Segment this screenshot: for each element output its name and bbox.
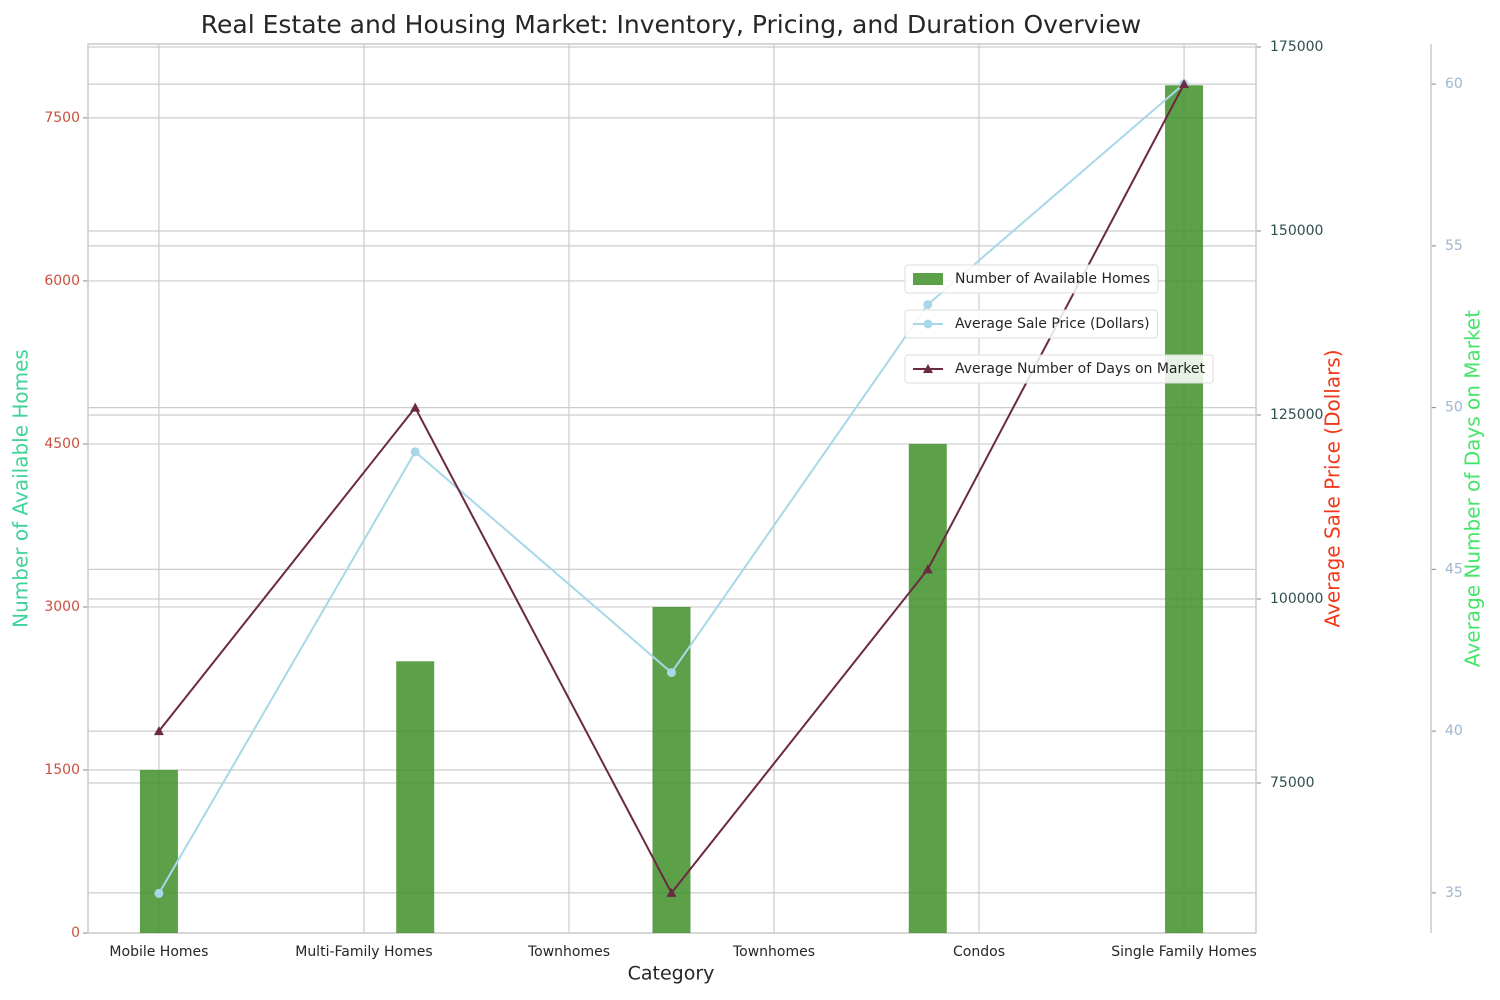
marker (666, 887, 677, 897)
y-tick-label: 7500 (44, 110, 80, 126)
legend-swatch (913, 273, 943, 285)
y-tick-label: 0 (71, 925, 80, 941)
y-tick-label: 6000 (44, 273, 80, 289)
marker (923, 364, 933, 373)
bar (1165, 85, 1204, 934)
bar (139, 769, 178, 933)
x-axis-label: Category (628, 963, 715, 985)
bar (908, 443, 947, 933)
marker (666, 668, 676, 678)
marker (154, 888, 164, 898)
y-tick-label: 4500 (44, 436, 80, 452)
marker (1179, 79, 1190, 89)
y-tick-label: 35 (1445, 885, 1463, 901)
y-tick-label: 50 (1445, 400, 1463, 416)
chart-title: Real Estate and Housing Market: Inventor… (201, 10, 1141, 39)
bar (652, 606, 691, 933)
y-tick-label: 55 (1445, 238, 1463, 254)
legend-label: Average Sale Price (Dollars) (955, 316, 1150, 332)
legend-label: Average Number of Days on Market (955, 361, 1205, 377)
y-tick-label: 175000 (1270, 39, 1323, 55)
marker (922, 564, 933, 574)
x-tick-label: Single Family Homes (1111, 944, 1257, 960)
y-tick-label: 75000 (1270, 775, 1315, 791)
y3-axis-label: Average Number of Days on Market (1461, 310, 1485, 667)
y-tick-label: 100000 (1270, 591, 1323, 607)
marker (923, 300, 933, 310)
bar (396, 661, 435, 933)
y-tick-label: 150000 (1270, 223, 1323, 239)
legend-box (904, 309, 1159, 339)
y-tick-label: 45 (1445, 561, 1463, 577)
y2-axis-label: Average Sale Price (Dollars) (1321, 349, 1345, 627)
legend-box (904, 264, 1159, 294)
x-tick-label: Multi-Family Homes (295, 944, 432, 960)
marker (923, 319, 933, 329)
x-tick-label: Townhomes (732, 944, 815, 960)
marker (410, 402, 421, 412)
marker (410, 447, 420, 457)
y-axis-label: Number of Available Homes (9, 349, 33, 628)
y-tick-label: 125000 (1270, 407, 1323, 423)
y-tick-label: 60 (1445, 76, 1463, 92)
legend-label: Number of Available Homes (955, 271, 1150, 287)
marker (153, 726, 164, 736)
legend-box (904, 354, 1214, 384)
y-tick-label: 1500 (44, 762, 80, 778)
x-tick-label: Condos (953, 944, 1005, 960)
x-tick-label: Townhomes (527, 944, 610, 960)
y-tick-label: 40 (1445, 723, 1463, 739)
y-tick-label: 3000 (44, 599, 80, 615)
x-tick-label: Mobile Homes (109, 944, 208, 960)
